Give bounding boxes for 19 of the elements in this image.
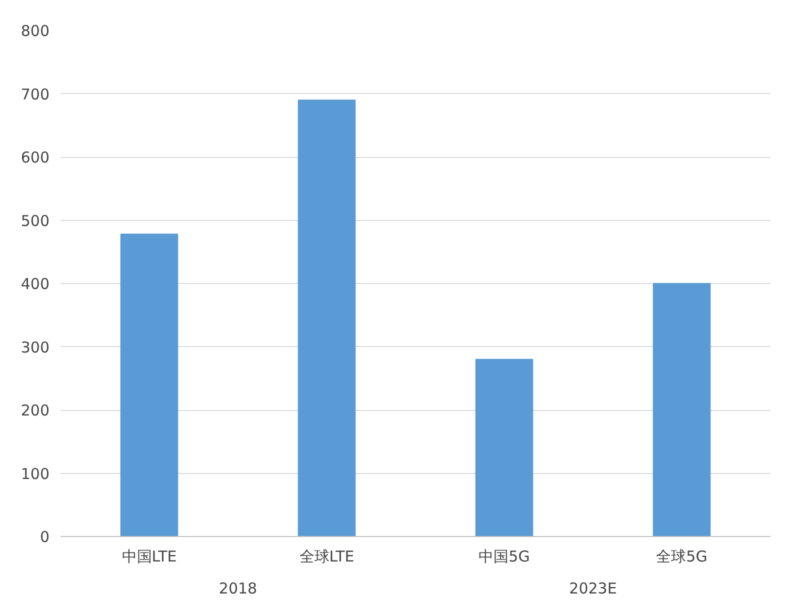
- y-tick-label: 800: [20, 22, 50, 40]
- x-tick-label: 中国5G: [478, 548, 530, 566]
- y-tick-label: 700: [20, 85, 50, 104]
- bar: [652, 283, 711, 536]
- x-tick-label: 全球LTE: [299, 548, 354, 566]
- y-tick-label: 500: [20, 212, 50, 230]
- bar: [120, 234, 178, 536]
- x-tick-label: 全球5G: [656, 548, 708, 566]
- y-tick-label: 100: [20, 464, 50, 483]
- x-tick-label: 中国LTE: [122, 548, 177, 566]
- y-tick-label: 200: [20, 402, 50, 420]
- y-tick-label: 400: [20, 275, 50, 293]
- bar: [475, 358, 534, 536]
- y-tick-label: 0: [40, 528, 50, 546]
- text: 2018: [218, 580, 258, 598]
- y-tick-label: 600: [20, 148, 50, 166]
- y-tick-label: 300: [20, 338, 50, 356]
- text: 2023E: [569, 580, 617, 598]
- bar: [298, 100, 356, 536]
